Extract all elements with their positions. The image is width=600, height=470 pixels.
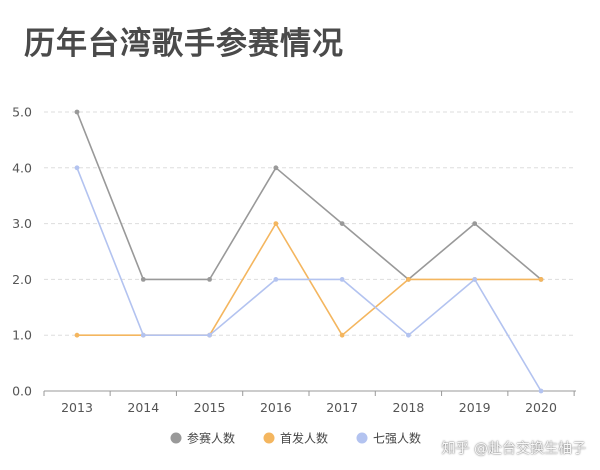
chart-title: 历年台湾歌手参赛情况 [24, 26, 344, 62]
y-tick-label: 2.0 [12, 272, 32, 287]
x-tick-label: 2015 [194, 400, 226, 415]
data-point [472, 221, 478, 227]
x-tick-label: 2016 [260, 400, 292, 415]
watermark: 知乎 @赴台交换生柚子 [441, 441, 586, 457]
y-tick-label: 4.0 [12, 160, 32, 175]
y-tick-label: 5.0 [12, 105, 32, 120]
y-tick-label: 0.0 [12, 384, 32, 399]
data-point [538, 388, 544, 394]
data-point [538, 277, 544, 282]
data-point [339, 332, 345, 338]
legend-marker [356, 432, 368, 444]
data-point [207, 277, 212, 282]
data-point [74, 332, 80, 338]
grid-lines [44, 111, 576, 336]
data-point [339, 277, 345, 282]
y-axis-labels: 0.0 1.0 2.0 3.0 4.0 5.0 [12, 105, 32, 399]
x-tick-label: 2019 [459, 400, 491, 415]
x-tick-label: 2020 [525, 400, 557, 415]
x-axis-ticks: 2013 2014 2015 2016 2017 2018 2019 2020 [43, 391, 575, 415]
x-tick-label: 2014 [127, 400, 159, 415]
legend-label: 首发人数 [280, 431, 328, 446]
legend-item: 首发人数 [263, 431, 328, 446]
data-point [74, 165, 80, 171]
series-1 [74, 109, 544, 282]
data-point [339, 221, 345, 227]
legend-label: 七强人数 [373, 431, 421, 446]
data-point [406, 277, 411, 282]
x-tick-label: 2017 [326, 400, 358, 415]
x-tick-label: 2018 [393, 400, 425, 415]
data-point [140, 332, 146, 338]
data-point [273, 221, 279, 227]
data-point [273, 277, 279, 282]
series-line [76, 167, 542, 392]
legend-marker [263, 432, 275, 444]
data-point [207, 332, 212, 338]
legend-item: 七强人数 [356, 431, 421, 446]
data-point [140, 277, 146, 282]
data-point [74, 109, 80, 115]
data-point [472, 277, 478, 282]
legend-label: 参赛人数 [187, 431, 235, 446]
y-tick-label: 1.0 [12, 328, 32, 343]
data-point [406, 332, 411, 338]
series-lines [74, 109, 544, 394]
y-tick-label: 3.0 [12, 216, 32, 231]
data-point [273, 165, 279, 171]
series-line [76, 111, 542, 281]
legend-marker [170, 432, 182, 444]
legend: 参赛人数 首发人数 七强人数 [170, 431, 421, 446]
series-3 [74, 165, 544, 394]
x-tick-label: 2013 [61, 400, 93, 415]
legend-item: 参赛人数 [170, 431, 235, 446]
